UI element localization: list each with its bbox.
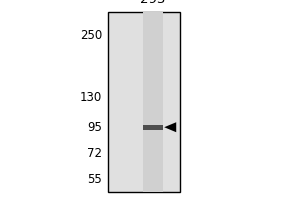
Text: 293: 293	[140, 0, 165, 6]
Bar	[108, 12, 180, 192]
Text: 95: 95	[87, 121, 102, 134]
Bar	[142, 12, 163, 192]
Text: 72: 72	[87, 147, 102, 160]
Polygon shape	[164, 122, 176, 132]
Text: 130: 130	[80, 91, 102, 104]
Text: 55: 55	[87, 173, 102, 186]
Bar	[142, 125, 163, 130]
Text: 250: 250	[80, 29, 102, 42]
